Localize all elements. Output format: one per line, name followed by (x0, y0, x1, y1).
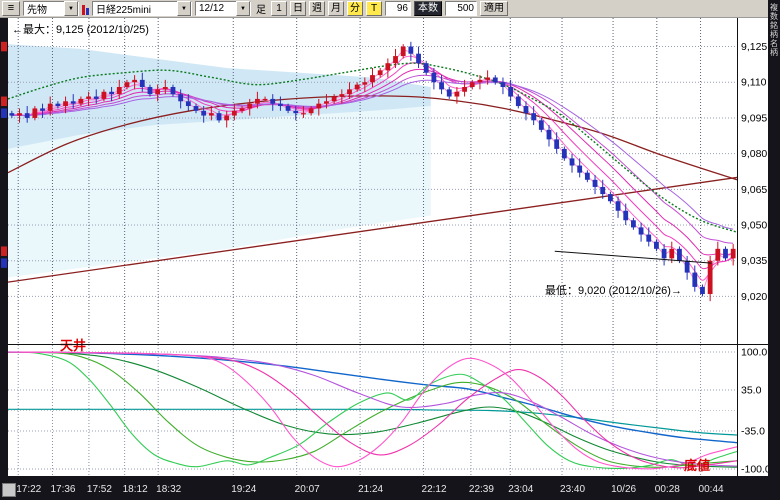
time-axis: 17:22 17:36 17:52 18:12 18:32 19:24 20:07 21:24… (0, 480, 768, 500)
svg-text:9,125: 9,125 (741, 41, 767, 53)
time-tick-label: 00:28 (654, 484, 680, 495)
svg-text:9,080: 9,080 (741, 148, 767, 160)
symbol-value: 日経225mini (96, 5, 152, 16)
bars-input[interactable]: 500 (445, 1, 477, 16)
svg-text:9,050: 9,050 (741, 220, 767, 232)
hamburger-icon: ≡ (7, 1, 15, 14)
chevron-down-icon: ▼ (236, 1, 250, 16)
price-and-oscillator-chart[interactable]: 9,125 9,110 9,095 9,080 9,065 9,050 9,035 9,020… (0, 18, 768, 480)
svg-text:9,035: 9,035 (741, 255, 767, 267)
svg-text:天井: 天井 (60, 338, 86, 353)
svg-text:9,020: 9,020 (741, 291, 767, 303)
menu-button[interactable]: ≡ (2, 1, 20, 16)
time-tick-label: 21:24 (358, 484, 384, 495)
apply-button[interactable]: 適用 (480, 1, 508, 16)
symbol-select[interactable]: 日経225mini ▼ (92, 1, 192, 16)
time-tick-label: 19:24 (231, 484, 257, 495)
time-tick-label: 17:36 (50, 484, 76, 495)
toolbar: ≡ 先物 ▼ 日経225mini ▼ 12/12 ▼ 足 1 日 週 月 分 T… (0, 0, 768, 18)
svg-text:-100.0: -100.0 (741, 463, 768, 475)
time-tick-label: 23:40 (560, 484, 586, 495)
time-tick-label: 22:39 (468, 484, 494, 495)
svg-text:9,110: 9,110 (741, 77, 767, 89)
time-tick-label: 18:32 (156, 484, 182, 495)
chevron-down-icon: ▼ (64, 1, 78, 16)
time-tick-label: 18:12 (122, 484, 148, 495)
svg-text:9,095: 9,095 (741, 112, 767, 124)
bar-count-value[interactable]: 96 (385, 1, 411, 16)
right-strip-label: 複数銘柄名柄 (769, 3, 779, 57)
svg-text:100.0: 100.0 (741, 347, 767, 359)
time-tick-label: 17:22 (16, 484, 42, 495)
time-tick-label: 22:12 (421, 484, 447, 495)
period-button-week[interactable]: 週 (309, 1, 325, 16)
instrument-type-select[interactable]: 先物 ▼ (23, 1, 79, 16)
period-button-minute[interactable]: 分 (347, 1, 363, 16)
candlestick-icon (82, 3, 89, 15)
svg-text:-35.0: -35.0 (741, 425, 765, 437)
time-tick-label: 17:52 (86, 484, 112, 495)
svg-text:←最大：9,125 (2012/10/25): ←最大：9,125 (2012/10/25) (12, 22, 149, 36)
time-tick-label: 00:44 (698, 484, 724, 495)
time-tick-label: 10/26 (611, 484, 637, 495)
chevron-down-icon: ▼ (177, 1, 191, 16)
date-select[interactable]: 12/12 ▼ (195, 1, 251, 16)
svg-text:35.0: 35.0 (741, 385, 762, 397)
period-button-day[interactable]: 日 (290, 1, 306, 16)
bar-count-button[interactable]: 本数 (414, 1, 442, 16)
period-button-month[interactable]: 月 (328, 1, 344, 16)
tick-button[interactable]: T (366, 1, 382, 16)
axis-corner-icon (2, 483, 16, 497)
svg-text:9,065: 9,065 (741, 184, 767, 196)
instrument-type-value: 先物 (27, 5, 47, 16)
date-value: 12/12 (199, 3, 225, 14)
svg-text:底値: 底値 (684, 458, 710, 473)
right-side-strip: 複数銘柄名柄 (768, 0, 780, 500)
time-tick-label: 20:07 (294, 484, 320, 495)
ashi-label: 足 (256, 5, 266, 16)
time-tick-label: 23:04 (508, 484, 534, 495)
period-button-1[interactable]: 1 (271, 1, 287, 16)
svg-text:最低：9,020 (2012/10/26)→: 最低：9,020 (2012/10/26)→ (545, 284, 682, 297)
